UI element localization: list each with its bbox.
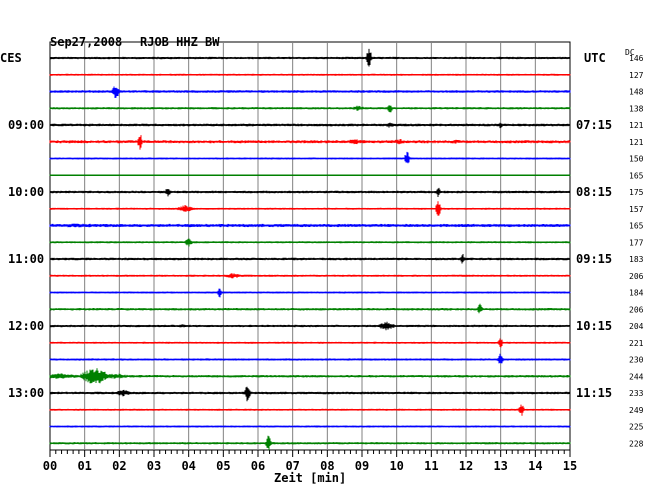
station-channel: RJOB HHZ BW [140, 35, 220, 49]
x-tick-label: 01 [77, 459, 91, 473]
x-tick-label: 02 [112, 459, 126, 473]
dc-offset-label: 225 [629, 423, 644, 432]
x-tick-label: 08 [320, 459, 334, 473]
left-time-label: 11:00 [8, 252, 44, 266]
x-tick-label: 03 [147, 459, 161, 473]
dc-offset-label: 165 [629, 171, 644, 180]
minute-grid [49, 41, 571, 451]
dc-offset-label: 127 [629, 71, 644, 80]
left-time-label: 12:00 [8, 319, 44, 333]
dc-offset-label: 148 [629, 88, 644, 97]
x-tick-label: 13 [493, 459, 507, 473]
dc-offset-label: 233 [629, 389, 644, 398]
x-tick-label: 15 [563, 459, 577, 473]
dc-offset-label: 228 [629, 439, 644, 448]
right-time-label: 10:15 [576, 319, 612, 333]
dc-offset-label: 230 [629, 356, 644, 365]
dc-offset-label: 177 [629, 238, 644, 247]
x-tick-label: 07 [285, 459, 299, 473]
dc-offset-label: 146 [629, 54, 644, 63]
dc-offset-label: 183 [629, 255, 644, 264]
x-tick-label: 12 [459, 459, 473, 473]
dc-offset-label: 165 [629, 222, 644, 231]
trace-row [49, 303, 571, 314]
right-time-label: 07:15 [576, 118, 612, 132]
time-axis: 146 127 148 138 121 121 150 165 175 157 165 177 183 2… [8, 54, 644, 473]
dc-offset-label: 244 [629, 372, 644, 381]
trace-row [49, 353, 571, 364]
left-timezone-label: CES [0, 51, 22, 65]
left-time-label: 13:00 [8, 386, 44, 400]
record-date: Sep27,2008 [50, 35, 123, 49]
plot-frame [49, 41, 571, 451]
trace-row [49, 86, 571, 98]
dc-offset-label: 184 [629, 289, 644, 298]
x-tick-label: 06 [251, 459, 265, 473]
dc-offset-label: 249 [629, 406, 644, 415]
x-tick-label: 14 [528, 459, 542, 473]
dc-offset-label: 150 [629, 155, 644, 164]
left-time-label: 10:00 [8, 185, 44, 199]
x-tick-label: 09 [355, 459, 369, 473]
trace-row [49, 151, 571, 164]
dc-offset-label: 206 [629, 305, 644, 314]
dc-offset-label: 121 [629, 121, 644, 130]
dc-offset-label: 157 [629, 205, 644, 214]
dc-offset-label: 175 [629, 188, 644, 197]
right-time-label: 08:15 [576, 185, 612, 199]
left-time-label: 09:00 [8, 118, 44, 132]
x-tick-label: 11 [424, 459, 438, 473]
x-tick-label: 10 [389, 459, 403, 473]
dc-offset-label: 138 [629, 104, 644, 113]
seismic-traces [49, 48, 571, 451]
dc-offset-label: 204 [629, 322, 644, 331]
dc-offset-label: 121 [629, 138, 644, 147]
x-tick-label: 04 [181, 459, 195, 473]
right-time-label: 11:15 [576, 386, 612, 400]
x-tick-label: 00 [43, 459, 57, 473]
dc-column-label: DC [625, 48, 635, 57]
x-axis-title: Zeit [min] [274, 471, 347, 485]
right-timezone-label: UTC [584, 51, 606, 65]
right-time-label: 09:15 [576, 252, 612, 266]
x-tick-label: 05 [216, 459, 230, 473]
dc-offset-label: 221 [629, 339, 644, 348]
dc-offset-label: 206 [629, 272, 644, 281]
trace-row [49, 386, 571, 402]
